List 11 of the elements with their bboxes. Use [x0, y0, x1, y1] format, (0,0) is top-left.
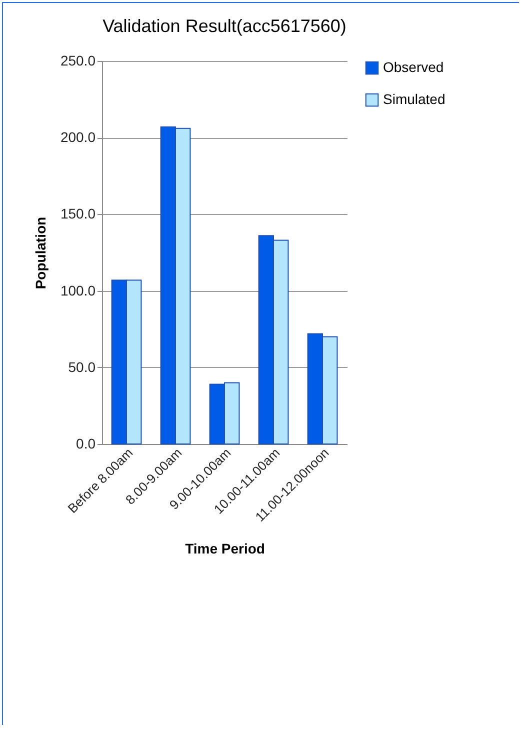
- y-tick-label: 100.0: [60, 282, 96, 298]
- legend-label: Simulated: [383, 91, 446, 107]
- y-tick-label: 200.0: [60, 129, 96, 146]
- x-axis-title: Time Period: [185, 540, 265, 557]
- chart-title: Validation Result(acc5617560): [102, 16, 346, 36]
- y-axis-title: Population: [32, 216, 48, 290]
- y-tick-label: 150.0: [60, 206, 96, 222]
- y-tick-label: 250.0: [60, 52, 96, 68]
- legend-label: Observed: [383, 59, 444, 75]
- y-tick-label: 50.0: [68, 358, 96, 375]
- y-tick-label: 0.0: [76, 436, 96, 452]
